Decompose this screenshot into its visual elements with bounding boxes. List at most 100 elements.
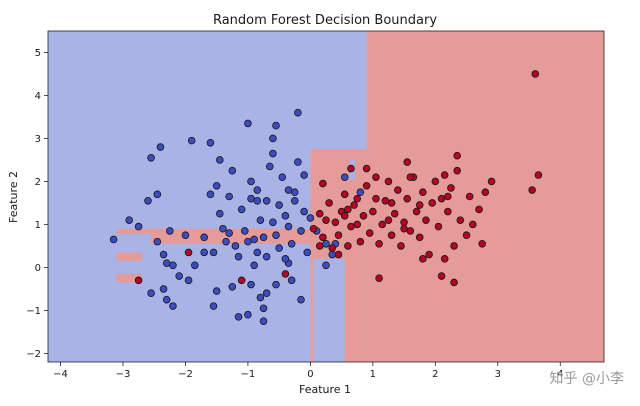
data-point-class0 — [275, 244, 283, 252]
data-point-class0 — [269, 149, 277, 158]
data-point-class0 — [237, 205, 246, 214]
data-point-class1 — [319, 233, 327, 242]
data-point-class0 — [212, 287, 221, 295]
data-point-class1 — [387, 231, 396, 239]
data-point-class1 — [412, 207, 421, 216]
x-axis-ticks: −4 −3 −2 −1 0 1 2 3 4 — [53, 362, 563, 380]
data-point-class0 — [281, 255, 290, 263]
data-point-class0 — [322, 239, 330, 248]
data-point-class0 — [134, 222, 143, 231]
data-point-class0 — [153, 190, 162, 199]
data-point-class0 — [184, 276, 193, 285]
data-point-class0 — [269, 134, 277, 143]
data-point-class1 — [462, 231, 471, 239]
data-point-class0 — [294, 108, 302, 117]
data-point-class0 — [181, 231, 190, 239]
x-tick-label: −3 — [116, 369, 131, 380]
data-point-class1 — [415, 233, 424, 242]
data-point-class1 — [356, 237, 365, 246]
data-point-class1 — [465, 192, 474, 201]
data-point-class0 — [215, 156, 224, 164]
data-point-class1 — [362, 181, 371, 190]
y-tick-label: 1 — [35, 220, 41, 231]
data-point-class1 — [378, 220, 387, 229]
data-point-class0 — [306, 214, 315, 222]
class1-points — [134, 70, 543, 287]
data-point-class0 — [144, 196, 152, 205]
data-point-class0 — [356, 188, 365, 197]
data-point-class0 — [300, 171, 308, 179]
data-point-class0 — [322, 261, 330, 270]
region-class1 — [344, 149, 367, 362]
data-point-class0 — [284, 186, 293, 194]
data-point-class1 — [350, 201, 358, 209]
y-tick-label: 0 — [35, 263, 41, 274]
data-point-class1 — [434, 222, 443, 231]
data-point-class1 — [353, 194, 362, 203]
data-point-class1 — [534, 171, 543, 179]
data-point-class1 — [375, 239, 383, 248]
data-point-class1 — [390, 209, 399, 218]
x-tick-label: −1 — [241, 369, 256, 380]
data-point-class1 — [406, 173, 415, 181]
data-point-class1 — [375, 274, 383, 282]
data-point-class1 — [384, 177, 393, 186]
x-tick-label: 3 — [495, 369, 501, 380]
data-point-class1 — [415, 201, 424, 209]
data-point-class0 — [272, 231, 280, 239]
data-point-class1 — [394, 186, 402, 194]
data-point-class0 — [228, 166, 237, 175]
data-point-class1 — [353, 220, 362, 229]
y-tick-label: −2 — [26, 349, 41, 360]
data-point-class1 — [315, 209, 324, 218]
data-point-class0 — [147, 289, 155, 298]
data-point-class0 — [247, 280, 255, 289]
data-point-class1 — [428, 199, 437, 207]
data-point-class1 — [384, 216, 393, 224]
data-point-class0 — [244, 237, 252, 246]
data-point-class0 — [169, 261, 177, 270]
data-point-class0 — [256, 293, 265, 302]
data-point-class0 — [247, 194, 255, 203]
data-point-class1 — [400, 224, 408, 233]
data-point-class0 — [225, 229, 233, 237]
y-tick-label: 4 — [35, 91, 41, 102]
data-point-class0 — [250, 235, 258, 244]
data-point-class1 — [481, 188, 490, 197]
class0-points — [109, 108, 365, 325]
data-point-class1 — [328, 244, 337, 252]
data-point-class0 — [259, 317, 268, 325]
data-point-class1 — [372, 194, 380, 203]
data-point-class0 — [206, 138, 215, 147]
x-tick-label: 2 — [432, 369, 438, 380]
data-point-class0 — [281, 212, 290, 220]
data-point-class1 — [397, 242, 405, 250]
data-point-class0 — [253, 186, 262, 194]
data-point-class0 — [340, 173, 349, 181]
data-point-class1 — [334, 231, 343, 239]
data-point-class0 — [265, 162, 274, 171]
data-point-class0 — [294, 158, 302, 166]
data-point-class1 — [403, 158, 412, 166]
data-point-class1 — [347, 164, 355, 173]
data-point-class0 — [287, 276, 296, 285]
data-point-class0 — [231, 242, 240, 250]
data-point-class1 — [340, 212, 349, 220]
data-point-class1 — [387, 199, 396, 207]
data-point-class0 — [125, 216, 134, 224]
data-point-class0 — [159, 250, 168, 259]
data-point-class1 — [406, 227, 415, 235]
y-tick-label: 3 — [35, 134, 41, 145]
data-point-class1 — [309, 224, 318, 233]
data-point-class0 — [200, 248, 208, 257]
y-tick-label: 5 — [35, 48, 41, 59]
data-point-class1 — [344, 242, 352, 250]
data-point-class0 — [250, 261, 258, 270]
data-point-class1 — [422, 216, 430, 224]
data-point-class1 — [403, 194, 412, 203]
x-tick-label: −2 — [178, 369, 193, 380]
data-point-class1 — [134, 276, 143, 285]
data-point-class1 — [469, 220, 477, 229]
data-point-class1 — [437, 194, 446, 203]
